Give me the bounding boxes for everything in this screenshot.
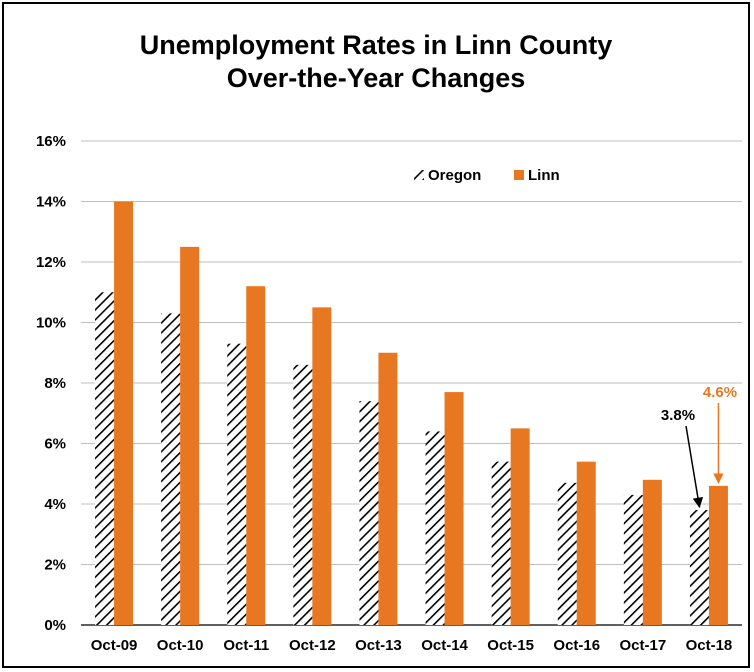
bar-linn-oct-18 xyxy=(708,485,728,625)
y-tick-label: 8% xyxy=(44,375,66,392)
legend-swatch-oregon xyxy=(414,170,424,180)
legend: Oregon Linn xyxy=(414,167,560,184)
bar-oregon-oct-10 xyxy=(161,313,181,625)
bar-linn-oct-12 xyxy=(312,307,332,625)
bar-oregon-oct-13 xyxy=(359,401,379,625)
bar-oregon-oct-18 xyxy=(689,510,709,625)
bar-oregon-oct-16 xyxy=(557,482,577,625)
chart-title-line-1: Unemployment Rates in Linn County xyxy=(140,30,613,60)
bar-oregon-oct-17 xyxy=(623,494,643,625)
x-tick-label: Oct-17 xyxy=(620,637,667,654)
bar-oregon-oct-15 xyxy=(491,461,511,625)
annotation-arrow-oregon xyxy=(685,425,704,509)
x-tick-label: Oct-10 xyxy=(157,637,204,654)
y-tick-label: 0% xyxy=(44,617,66,634)
bar-linn-oct-13 xyxy=(378,352,398,625)
y-tick-label: 6% xyxy=(44,436,66,453)
bar-oregon-oct-12 xyxy=(293,364,313,625)
x-axis-ticks: Oct-09 Oct-10 Oct-11 Oct-12 Oct-13 Oct-14 Oct-… xyxy=(91,637,733,654)
annotations: 3.8% 4.6% xyxy=(661,384,737,509)
x-tick-label: Oct-14 xyxy=(421,637,468,654)
y-tick-label: 16% xyxy=(36,133,66,150)
x-tick-label: Oct-13 xyxy=(355,637,402,654)
x-tick-label: Oct-09 xyxy=(91,637,138,654)
x-tick-label: Oct-18 xyxy=(686,637,733,654)
bar-linn-oct-17 xyxy=(642,479,662,625)
x-tick-label: Oct-15 xyxy=(487,637,534,654)
bars xyxy=(95,201,728,625)
x-tick-label: Oct-11 xyxy=(223,637,269,654)
annotation-linn: 4.6% xyxy=(703,384,737,401)
y-tick-label: 2% xyxy=(44,557,66,574)
y-tick-label: 12% xyxy=(36,254,66,271)
bar-linn-oct-14 xyxy=(444,392,464,625)
bar-oregon-oct-09 xyxy=(95,292,115,625)
x-tick-label: Oct-16 xyxy=(553,637,600,654)
bar-linn-oct-09 xyxy=(114,201,134,625)
bar-linn-oct-10 xyxy=(180,246,200,625)
bar-linn-oct-15 xyxy=(510,428,530,625)
bar-linn-oct-11 xyxy=(246,286,266,625)
legend-label-linn: Linn xyxy=(528,167,560,184)
y-tick-label: 10% xyxy=(36,315,66,332)
y-tick-label: 14% xyxy=(36,194,66,211)
bar-linn-oct-16 xyxy=(576,461,596,625)
y-tick-label: 4% xyxy=(44,496,66,513)
legend-label-oregon: Oregon xyxy=(428,167,481,184)
y-axis-ticks: 0% 2% 4% 6% 8% 10% 12% 14% 16% xyxy=(36,133,66,634)
legend-swatch-linn xyxy=(514,170,524,180)
chart-title-line-2: Over-the-Year Changes xyxy=(227,63,526,93)
chart-canvas: Unemployment Rates in Linn County Over-t… xyxy=(36,30,742,654)
x-tick-label: Oct-12 xyxy=(289,637,336,654)
bar-oregon-oct-14 xyxy=(425,431,445,625)
bar-oregon-oct-11 xyxy=(227,343,247,625)
annotation-oregon: 3.8% xyxy=(661,407,695,424)
